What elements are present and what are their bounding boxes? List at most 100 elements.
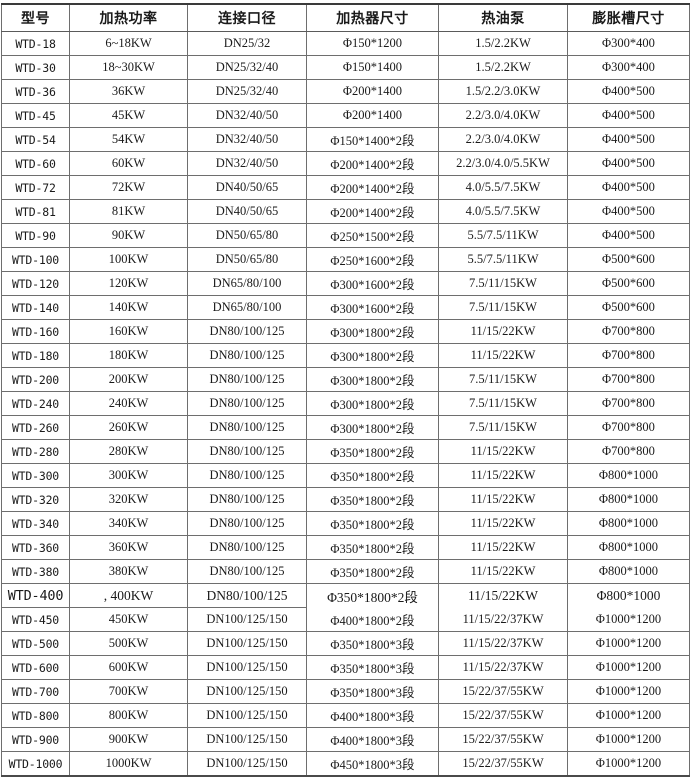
cell-model: WTD-60: [1, 151, 70, 176]
cell-pump: 15/22/37/55KW: [438, 679, 568, 704]
cell-pipe: DN100/125/150: [187, 727, 307, 752]
table-row[interactable]: WTD-60 60KW DN32/40/50 Φ200*1400*2段 2.2/3.0/…: [1, 151, 690, 176]
cell-model: WTD-450: [1, 607, 70, 632]
table-row[interactable]: WTD-380 380KW DN80/100/125 Φ350*1800*2段 11/1…: [1, 559, 690, 584]
cell-model: WTD-120: [1, 271, 70, 296]
cell-power: 340KW: [69, 511, 188, 536]
table-row[interactable]: WTD-81 81KW DN40/50/65 Φ200*1400*2段 4.0/5.5/…: [1, 199, 690, 224]
cell-power: 360KW: [69, 535, 188, 560]
cell-power: 81KW: [69, 199, 188, 224]
cell-pump: 7.5/11/15KW: [438, 367, 568, 392]
table-row[interactable]: WTD-400, 400KW DN80/100/125 Φ350*1800*2段 11…: [1, 583, 690, 608]
cell-pump: 15/22/37/55KW: [438, 751, 568, 777]
table-row[interactable]: WTD-280 280KW DN80/100/125 Φ350*1800*2段 11/1…: [1, 439, 690, 464]
cell-pump: 5.5/7.5/11KW: [438, 223, 568, 248]
table-row[interactable]: WTD-600 600KW DN100/125/150 Φ350*1800*3段 11/…: [1, 655, 690, 680]
cell-pipe: DN65/80/100: [187, 271, 307, 296]
cell-pump: 15/22/37/55KW: [438, 727, 568, 752]
table-row[interactable]: WTD-700 700KW DN100/125/150 Φ350*1800*3段 15/…: [1, 679, 690, 704]
cell-pipe: DN80/100/125: [187, 463, 307, 488]
cell-power: 300KW: [69, 463, 188, 488]
table-row[interactable]: WTD-120 120KW DN65/80/100 Φ300*1600*2段 7.5/1…: [1, 271, 690, 296]
table-row[interactable]: WTD-160 160KW DN80/100/125 Φ300*1800*2段 11/1…: [1, 319, 690, 344]
cell-power: 140KW: [69, 295, 188, 320]
cell-model: WTD-140: [1, 295, 70, 320]
cell-pump: 7.5/11/15KW: [438, 271, 568, 296]
table-row[interactable]: WTD-500 500KW DN100/125/150 Φ350*1800*3段 11/…: [1, 631, 690, 656]
cell-tank: Φ700*800: [567, 367, 690, 392]
cell-pipe: DN65/80/100: [187, 295, 307, 320]
table-row[interactable]: WTD-54 54KW DN32/40/50 Φ150*1400*2段 2.2/3.0/…: [1, 127, 690, 152]
cell-heater: Φ350*1800*2段: [306, 463, 439, 488]
cell-tank: Φ400*500: [567, 175, 690, 200]
table-row[interactable]: WTD-200 200KW DN80/100/125 Φ300*1800*2段 7.5/…: [1, 367, 690, 392]
table-row[interactable]: WTD-800 800KW DN100/125/150 Φ400*1800*3段 15/…: [1, 703, 690, 728]
cell-tank: Φ1000*1200: [567, 751, 690, 777]
cell-pump: 1.5/2.2KW: [438, 55, 568, 80]
table-row[interactable]: WTD-45 45KW DN32/40/50 Φ200*1400 2.2/3.0/4.0…: [1, 103, 690, 128]
table-row[interactable]: WTD-72 72KW DN40/50/65 Φ200*1400*2段 4.0/5.5/…: [1, 175, 690, 200]
cell-heater: Φ350*1800*3段: [306, 631, 439, 656]
cell-model: WTD-380: [1, 559, 70, 584]
table-row[interactable]: WTD-240 240KW DN80/100/125 Φ300*1800*2段 7.5/…: [1, 391, 690, 416]
table-row[interactable]: WTD-900 900KW DN100/125/150 Φ400*1800*3段 15/…: [1, 727, 690, 752]
cell-pump: 11/15/22KW: [438, 559, 568, 584]
cell-pump: 7.5/11/15KW: [438, 391, 568, 416]
table-row[interactable]: WTD-30 18~30KW DN25/32/40 Φ150*1400 1.5/2.2K…: [1, 55, 690, 80]
column-header-heater: 加热器尺寸: [306, 3, 439, 32]
cell-pump: 1.5/2.2/3.0KW: [438, 79, 568, 104]
cell-pipe: DN80/100/125: [187, 391, 307, 416]
table-row[interactable]: WTD-180 180KW DN80/100/125 Φ300*1800*2段 11/1…: [1, 343, 690, 368]
cell-model: WTD-180: [1, 343, 70, 368]
cell-heater: Φ350*1800*2段: [306, 583, 439, 608]
cell-power: 260KW: [69, 415, 188, 440]
table-row[interactable]: WTD-18 6~18KW DN25/32 Φ150*1200 1.5/2.2KW Φ30…: [1, 31, 690, 56]
table-row[interactable]: WTD-140 140KW DN65/80/100 Φ300*1600*2段 7.5/1…: [1, 295, 690, 320]
table-row[interactable]: WTD-450 450KW DN100/125/150 Φ400*1800*2段 11/…: [1, 607, 690, 632]
table-row[interactable]: WTD-340 340KW DN80/100/125 Φ350*1800*2段 11/1…: [1, 511, 690, 536]
cell-heater: Φ150*1400: [306, 55, 439, 80]
cell-heater: Φ200*1400: [306, 103, 439, 128]
cell-tank: Φ700*800: [567, 391, 690, 416]
cell-model: WTD-200: [1, 367, 70, 392]
cell-power: 600KW: [69, 655, 188, 680]
cell-heater: Φ300*1800*2段: [306, 319, 439, 344]
cell-pipe: DN50/65/80: [187, 223, 307, 248]
cell-pipe: DN80/100/125: [187, 415, 307, 440]
table-body: WTD-18 6~18KW DN25/32 Φ150*1200 1.5/2.2KW Φ30…: [1, 31, 690, 777]
cell-pipe: DN32/40/50: [187, 103, 307, 128]
cell-model: WTD-300: [1, 463, 70, 488]
table-row[interactable]: WTD-90 90KW DN50/65/80 Φ250*1500*2段 5.5/7.5/…: [1, 223, 690, 248]
cell-model: WTD-160: [1, 319, 70, 344]
cell-power: 500KW: [69, 631, 188, 656]
cell-heater: Φ300*1800*2段: [306, 391, 439, 416]
cell-pump: 5.5/7.5/11KW: [438, 247, 568, 272]
cell-power: 72KW: [69, 175, 188, 200]
cell-pump: 11/15/22KW: [438, 511, 568, 536]
cell-heater: Φ200*1400*2段: [306, 151, 439, 176]
cell-pipe: DN80/100/125: [187, 367, 307, 392]
cell-model: WTD-30: [1, 55, 70, 80]
cell-heater: Φ400*1800*3段: [306, 727, 439, 752]
cell-pipe: DN32/40/50: [187, 151, 307, 176]
cell-pipe: DN50/65/80: [187, 247, 307, 272]
table-row[interactable]: WTD-320 320KW DN80/100/125 Φ350*1800*2段 11/1…: [1, 487, 690, 512]
cell-tank: Φ800*1000: [567, 463, 690, 488]
cell-tank: Φ500*600: [567, 247, 690, 272]
cell-pump: 11/15/22/37KW: [438, 607, 568, 632]
table-row[interactable]: WTD-300 300KW DN80/100/125 Φ350*1800*2段 11/1…: [1, 463, 690, 488]
cell-pump: 11/15/22KW: [438, 535, 568, 560]
table-row[interactable]: WTD-100 100KW DN50/65/80 Φ250*1600*2段 5.5/7.…: [1, 247, 690, 272]
table-row[interactable]: WTD-36 36KW DN25/32/40 Φ200*1400 1.5/2.2/3.0…: [1, 79, 690, 104]
cell-heater: Φ150*1200: [306, 31, 439, 56]
cell-pipe: DN80/100/125: [187, 439, 307, 464]
cell-pipe: DN80/100/125: [187, 583, 307, 608]
table-row[interactable]: WTD-1000 1000KW DN100/125/150 Φ450*1800*3段 1…: [1, 751, 690, 777]
table-row[interactable]: WTD-360 360KW DN80/100/125 Φ350*1800*2段 11/1…: [1, 535, 690, 560]
cell-heater: Φ350*1800*2段: [306, 535, 439, 560]
cell-model: WTD-600: [1, 655, 70, 680]
column-header-pump: 热油泵: [438, 3, 568, 32]
cell-power: 18~30KW: [69, 55, 188, 80]
cell-pipe: DN32/40/50: [187, 127, 307, 152]
table-row[interactable]: WTD-260 260KW DN80/100/125 Φ300*1800*2段 7.5/…: [1, 415, 690, 440]
